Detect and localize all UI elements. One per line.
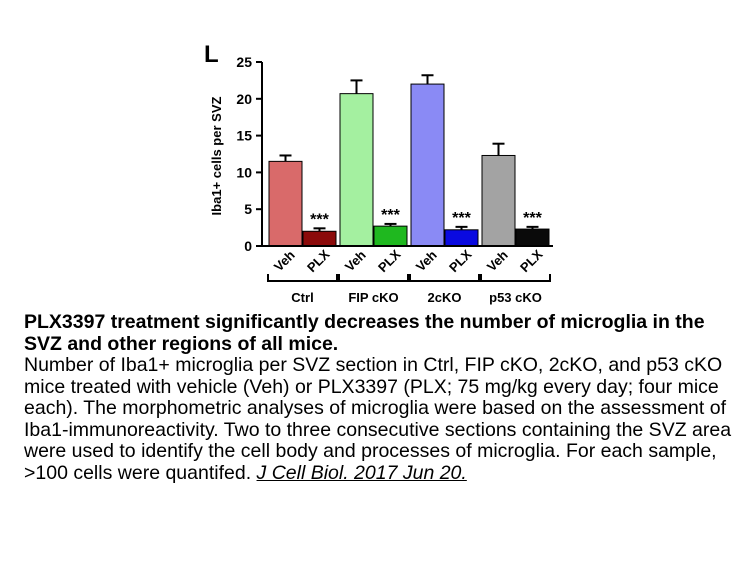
y-tick-label: 0 [244,238,252,254]
y-tick-label: 25 [236,54,252,70]
group-bracket [267,274,338,282]
group-bracket [409,274,480,282]
caption-citation-link[interactable]: J Cell Biol. 2017 Jun 20. [256,461,467,484]
caption-body: Number of Iba1+ microglia per SVZ sectio… [24,354,732,484]
group-label: 2cKO [428,290,462,305]
significance-label: *** [310,211,329,228]
significance-label: *** [381,207,400,224]
x-tick-label: PLX [304,246,333,275]
caption-title: PLX3397 treatment significantly decrease… [24,311,705,355]
bar [373,225,408,247]
y-tick-label: 10 [236,164,252,180]
bar [268,160,303,247]
y-tick-label: 5 [244,201,252,217]
y-tick-label: 15 [236,128,252,144]
x-tick-label: Veh [484,247,511,274]
panel-label: L [204,41,219,68]
bar-chart: L Iba1+ cells per SVZ 0 5 10 15 20 25 Veh *** PL… [204,41,553,305]
group-label: Ctrl [291,290,313,305]
y-axis-label: Iba1+ cells per SVZ [209,97,224,216]
significance-label: *** [523,210,542,227]
x-tick-label: Veh [413,247,440,274]
group-label: FIP cKO [348,290,398,305]
bar [444,229,479,247]
bar [515,228,550,247]
x-tick-label: PLX [446,246,475,275]
group-bracket [480,274,551,282]
x-tick-label: Veh [271,247,298,274]
y-tick-label: 20 [236,91,252,107]
group-bracket [338,274,409,282]
significance-label: *** [452,210,471,227]
bar [339,93,374,247]
x-tick-label: PLX [517,246,546,275]
x-tick-label: PLX [375,246,404,275]
group-label: p53 cKO [489,290,542,305]
bar [410,83,445,247]
bar [481,154,516,247]
bar [302,230,337,247]
x-tick-label: Veh [342,247,369,274]
figure-caption: PLX3397 treatment significantly decrease… [24,311,740,484]
